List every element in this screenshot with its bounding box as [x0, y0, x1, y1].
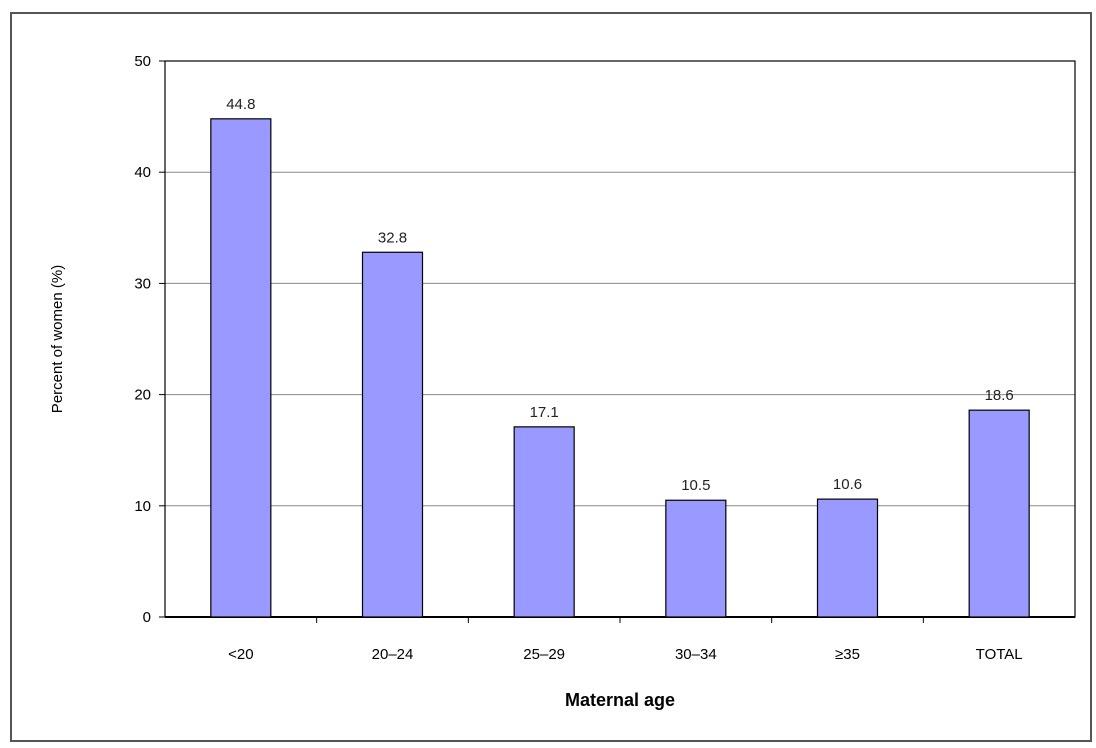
data-label: 10.5 — [681, 477, 710, 494]
x-axis-title: Maternal age — [565, 690, 675, 710]
y-tick-label: 50 — [134, 53, 151, 70]
y-tick-labels: 0 10 20 30 40 50 — [134, 53, 151, 626]
y-tick-label: 10 — [134, 498, 151, 515]
bars — [210, 118, 1030, 618]
data-label: 44.8 — [226, 96, 255, 113]
bar — [665, 499, 727, 618]
data-label: 18.6 — [985, 387, 1014, 404]
y-tick-label: 30 — [134, 275, 151, 292]
y-axis-title: Percent of women (%) — [49, 265, 66, 413]
data-label: 17.1 — [530, 404, 559, 421]
bar — [513, 426, 575, 618]
x-tick-label: 25–29 — [523, 646, 565, 663]
bar — [816, 498, 879, 618]
data-label: 32.8 — [378, 229, 407, 246]
y-tick-label: 20 — [134, 387, 151, 404]
bar — [210, 118, 272, 618]
gridlines — [159, 60, 1075, 623]
y-tick-label: 40 — [134, 164, 151, 181]
chart-frame — [10, 12, 1092, 742]
y-tick-label: 0 — [143, 609, 151, 626]
data-labels: 44.8 32.8 17.1 10.5 10.6 18.6 — [226, 96, 1014, 494]
data-label: 10.6 — [833, 476, 862, 493]
x-tick-label: 30–34 — [675, 646, 717, 663]
x-tick-label: TOTAL — [976, 646, 1023, 663]
bar — [361, 251, 424, 618]
x-tick-label: <20 — [228, 646, 253, 663]
x-tick-label: 20–24 — [372, 646, 414, 663]
plot-area — [164, 60, 1076, 618]
x-tick-labels: <20 20–24 25–29 30–34 ≥35 TOTAL — [228, 646, 1023, 663]
x-tick-label: ≥35 — [835, 646, 860, 663]
bar — [968, 409, 1030, 618]
